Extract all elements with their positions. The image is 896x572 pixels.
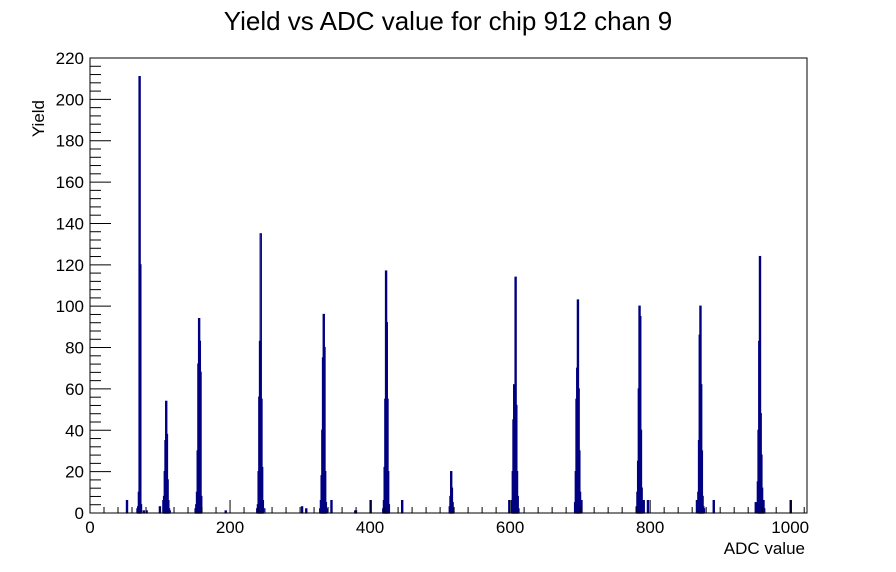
- histogram-bin: [330, 499, 333, 514]
- histogram-bin: [125, 499, 129, 514]
- histogram-bin: [517, 508, 520, 514]
- histogram-bin: [642, 499, 645, 514]
- plot-frame: [89, 57, 808, 514]
- histogram-bin: [199, 371, 202, 514]
- chart-title: Yield vs ADC value for chip 912 chan 9: [224, 6, 673, 36]
- histogram-bin: [702, 508, 706, 514]
- histogram-bin: [712, 499, 715, 514]
- y-tick-label: 200: [56, 90, 84, 109]
- x-tick-label: 800: [636, 518, 664, 537]
- histogram-bin: [139, 264, 142, 514]
- y-axis-label: Yield: [29, 100, 48, 137]
- histogram-bin: [387, 504, 391, 514]
- histogram-bin: [325, 508, 328, 514]
- histogram-bin: [762, 508, 766, 514]
- axes: 0 200 400 600 800 1000 0 20 40 60 80 100 120 140 160 18…: [56, 49, 809, 537]
- y-tick-label: 140: [56, 214, 84, 233]
- histogram-bin: [400, 499, 404, 514]
- histogram-bin: [300, 506, 304, 514]
- histogram-bin: [646, 499, 650, 514]
- x-tick-label: 1000: [771, 518, 809, 537]
- x-tick-label: 600: [496, 518, 524, 537]
- histogram-bin: [305, 508, 308, 514]
- histogram-bin: [263, 508, 266, 514]
- y-tick-label: 100: [56, 297, 84, 316]
- y-tick-label: 0: [75, 504, 84, 523]
- x-tick-label: 400: [356, 518, 384, 537]
- x-tick-label: 200: [216, 518, 244, 537]
- y-tick-label: 60: [65, 380, 84, 399]
- histogram-bin: [754, 502, 757, 514]
- y-tick-label: 220: [56, 49, 84, 68]
- histogram-bin: [580, 499, 583, 514]
- histogram-bin: [139, 504, 143, 514]
- y-tick-label: 80: [65, 339, 84, 358]
- y-tick-label: 180: [56, 132, 84, 151]
- y-tick-label: 40: [65, 421, 84, 440]
- x-axis-label: ADC value: [724, 539, 805, 558]
- y-tick-label: 160: [56, 173, 84, 192]
- x-tick-label: 0: [85, 518, 94, 537]
- y-tick-label: 120: [56, 256, 84, 275]
- y-tick-label: 20: [65, 463, 84, 482]
